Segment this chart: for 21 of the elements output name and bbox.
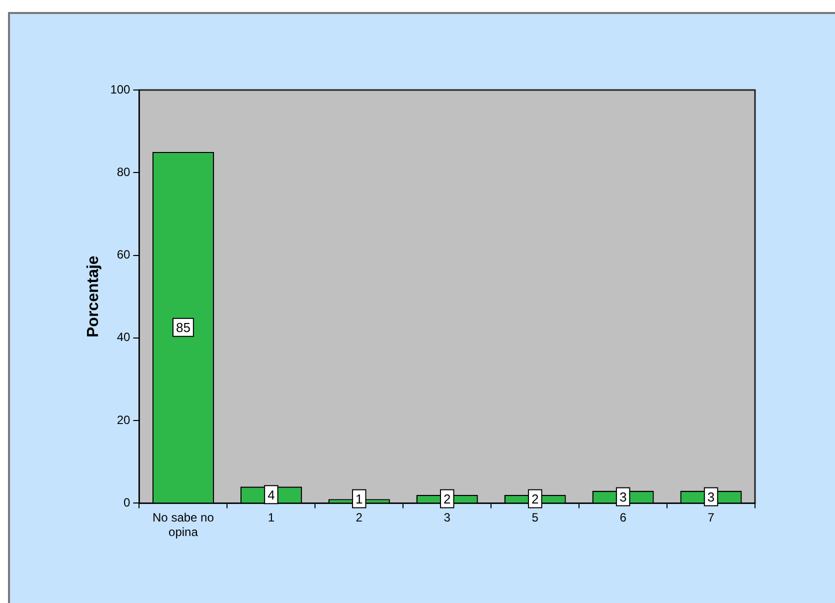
x-tick-label: 1 bbox=[268, 510, 275, 525]
data-label: 3 bbox=[707, 489, 715, 504]
x-tick-label: 7 bbox=[708, 510, 715, 525]
x-tick-label: 2 bbox=[356, 510, 363, 525]
y-tick-label: 60 bbox=[116, 248, 131, 262]
data-label: 3 bbox=[619, 489, 627, 504]
data-label: 85 bbox=[176, 320, 190, 335]
y-tick-label: 20 bbox=[116, 412, 131, 427]
y-tick-label: 100 bbox=[110, 82, 131, 96]
y-tick-label: 80 bbox=[116, 164, 131, 179]
data-label: 2 bbox=[443, 491, 451, 506]
x-tick-label: 3 bbox=[444, 510, 451, 525]
y-tick-label: 40 bbox=[116, 330, 131, 344]
y-axis-title: Porcentaje bbox=[85, 256, 102, 338]
x-tick-label: 5 bbox=[532, 510, 539, 525]
x-tick-label: 6 bbox=[620, 510, 627, 525]
x-tick-label: No sabe no opina bbox=[152, 510, 214, 540]
data-label: 1 bbox=[356, 491, 363, 506]
y-tick-label: 0 bbox=[124, 496, 131, 510]
data-label: 4 bbox=[268, 487, 275, 502]
data-label: 2 bbox=[531, 491, 539, 506]
